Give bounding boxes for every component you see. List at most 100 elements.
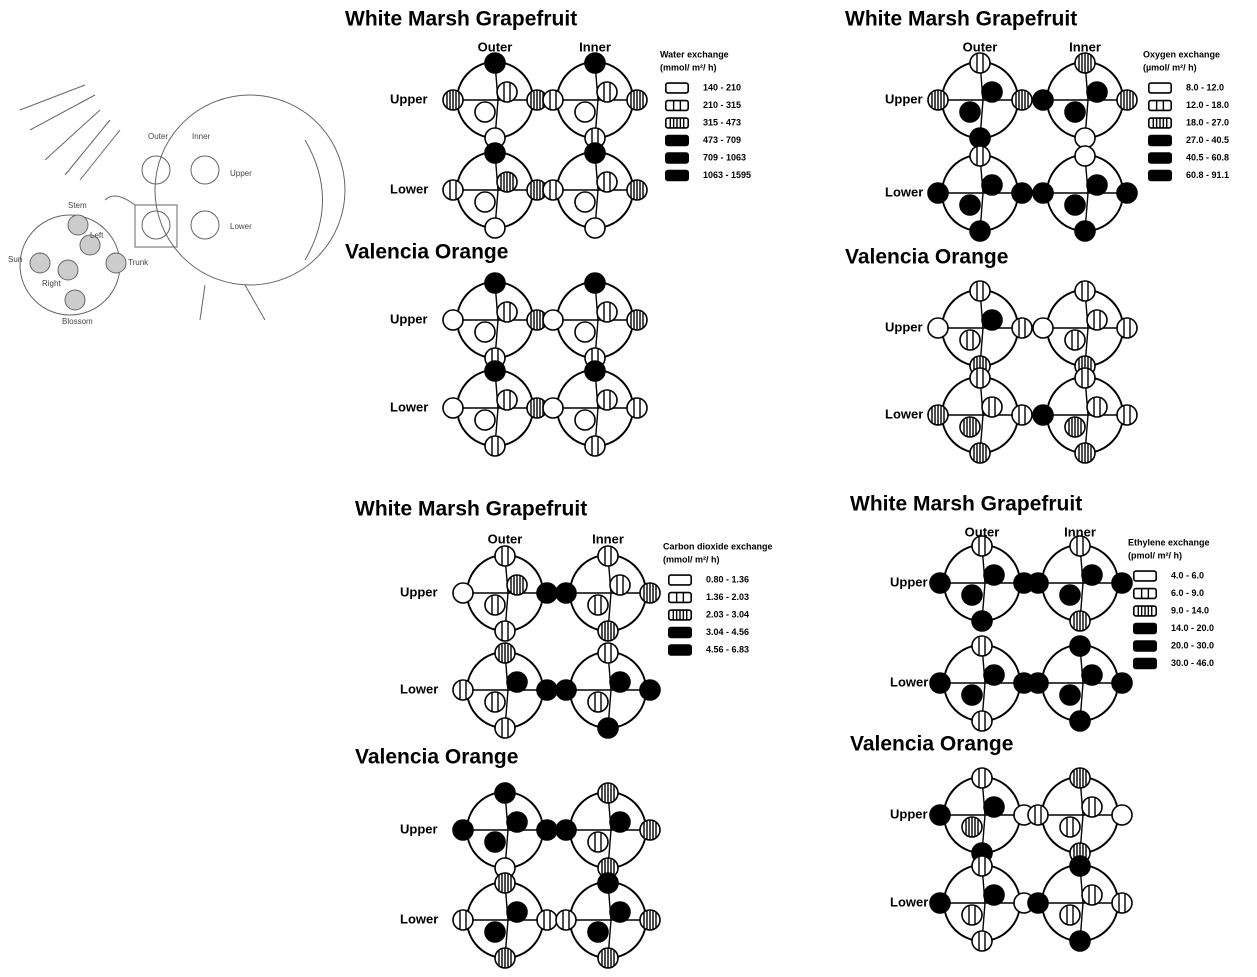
tissue-sample <box>597 642 619 664</box>
row-label: Upper <box>885 319 923 334</box>
tissue-sample <box>587 831 609 853</box>
fruit-glyph <box>542 272 648 369</box>
tissue-sample <box>484 691 506 713</box>
legend-swatch <box>1133 570 1158 582</box>
row-label: Lower <box>400 681 438 696</box>
fruit-lines <box>938 377 1022 454</box>
tissue-sample <box>474 101 496 123</box>
tissue-sample <box>474 321 496 343</box>
tissue-sample <box>959 329 981 351</box>
tissue-sample <box>536 679 558 701</box>
legend-range: 27.0 - 40.5 <box>1186 135 1229 145</box>
row-label: Upper <box>890 806 928 821</box>
legend-range: 2.03 - 3.04 <box>706 609 749 619</box>
tissue-sample <box>496 389 518 411</box>
tissue-sample <box>452 582 474 604</box>
legend-entry: 210 - 315 <box>664 99 741 112</box>
legend-entry: 14.0 - 20.0 <box>1133 622 1214 635</box>
tissue-sample <box>494 545 516 567</box>
tissue-sample <box>574 101 596 123</box>
tissue-sample <box>555 679 577 701</box>
tissue-sample <box>574 409 596 431</box>
legend-swatch <box>1148 152 1173 164</box>
fruit-glyph <box>929 855 1035 952</box>
tissue-sample <box>542 179 564 201</box>
fruit-lines <box>463 882 547 959</box>
tissue-sample <box>971 710 993 732</box>
tissue-sample <box>596 171 618 193</box>
legend-entry: 1063 - 1595 <box>664 169 751 182</box>
tissue-sample <box>584 52 606 74</box>
tissue-sample <box>494 620 516 642</box>
schematic <box>19 84 346 321</box>
tissue-sample <box>1032 182 1054 204</box>
row-label: Upper <box>400 584 438 599</box>
tissue-sample <box>971 535 993 557</box>
legend-swatch <box>667 574 692 586</box>
legend-range: 473 - 709 <box>703 135 741 145</box>
tissue-sample <box>587 921 609 943</box>
legend-swatch <box>667 644 692 656</box>
fruit-lines <box>1043 62 1127 139</box>
legend-title: Water exchange <box>660 49 729 59</box>
row-label: Lower <box>890 674 928 689</box>
legend-range: 14.0 - 20.0 <box>1171 623 1214 633</box>
legend-entry: 30.0 - 46.0 <box>1133 657 1214 670</box>
fruit-lines <box>453 282 537 359</box>
tissue-sample <box>639 679 661 701</box>
legend-range: 12.0 - 18.0 <box>1186 100 1229 110</box>
tissue-sample <box>484 217 506 239</box>
fruit-lines <box>566 555 650 632</box>
tissue-sample <box>1111 672 1133 694</box>
legend-swatch <box>1148 99 1173 112</box>
fruit-lines <box>553 62 637 139</box>
legend-entry: 40.5 - 60.8 <box>1148 152 1229 164</box>
row-label: Lower <box>390 399 428 414</box>
fruit-lines <box>938 155 1022 232</box>
fruit-glyph <box>452 545 558 642</box>
tissue-sample <box>959 101 981 123</box>
tissue-sample <box>971 635 993 657</box>
fruit-lines <box>1038 645 1122 722</box>
tissue-sample <box>971 610 993 632</box>
column-header: Outer <box>478 39 513 54</box>
row-label: Upper <box>885 91 923 106</box>
tissue-sample <box>555 819 577 841</box>
fruit-glyph <box>452 872 558 969</box>
fruit-glyph <box>442 360 548 457</box>
tissue-sample <box>969 367 991 389</box>
legend-entry: 315 - 473 <box>664 117 741 129</box>
fruit-glyph <box>542 52 648 149</box>
legend-swatch <box>664 99 689 112</box>
fruit-lines <box>1043 155 1127 232</box>
legend-range: 30.0 - 46.0 <box>1171 658 1214 668</box>
tissue-sample <box>536 819 558 841</box>
tissue-sample <box>452 679 474 701</box>
legend-swatch <box>1148 82 1173 94</box>
legend-range: 4.0 - 6.0 <box>1171 570 1204 580</box>
fruit-lines <box>553 282 637 359</box>
tissue-sample <box>1116 404 1138 426</box>
tissue-sample <box>961 904 983 926</box>
tissue-sample <box>1074 220 1096 242</box>
fruit-lines <box>940 645 1024 722</box>
tissue-sample <box>596 81 618 103</box>
tissue-sample <box>626 397 648 419</box>
legend-range: 9.0 - 14.0 <box>1171 605 1209 615</box>
tissue-sample <box>587 594 609 616</box>
row-label: Lower <box>400 911 438 926</box>
tissue-sample <box>574 321 596 343</box>
fruit-glyph <box>1032 145 1138 242</box>
fruit-glyph <box>442 272 548 369</box>
tissue-sample <box>1081 664 1103 686</box>
tissue-sample <box>983 884 1005 906</box>
tissue-sample <box>442 309 464 331</box>
tissue-sample <box>1027 804 1049 826</box>
tissue-sample <box>555 582 577 604</box>
tissue-sample <box>584 217 606 239</box>
tissue-sample <box>959 194 981 216</box>
tissue-sample <box>597 545 619 567</box>
legend-swatch <box>664 169 689 182</box>
tissue-sample <box>1111 804 1133 826</box>
legend-unit: (mmol/ m²/ h) <box>660 62 717 72</box>
